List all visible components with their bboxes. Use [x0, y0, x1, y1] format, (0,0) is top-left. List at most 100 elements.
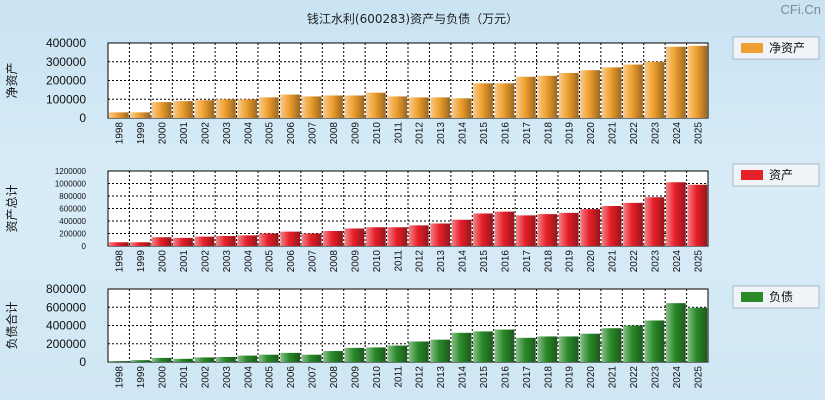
bar-total-assets-2020: [580, 209, 600, 246]
x-tick-label: 1999: [136, 122, 147, 145]
x-tick-label: 2021: [608, 250, 619, 273]
y-tick-label: 600000: [59, 204, 86, 213]
y-tick-label: 800000: [46, 282, 86, 296]
x-tick-label: 1998: [115, 366, 126, 389]
x-tick-label: 2004: [243, 250, 254, 273]
bar-total-liabilities-2022: [623, 325, 643, 362]
legend-swatch: [741, 170, 763, 180]
bar-net-assets-2022: [623, 64, 643, 118]
x-tick-label: 2000: [158, 366, 169, 389]
y-tick-label: 400000: [46, 319, 86, 333]
bar-total-assets-2019: [558, 212, 579, 246]
bar-net-assets-2000: [151, 102, 172, 118]
x-tick-label: 2020: [586, 366, 597, 389]
bar-total-assets-2017: [516, 215, 536, 246]
bar-net-assets-2012: [408, 97, 429, 118]
y-tick-label: 1000000: [55, 179, 87, 188]
bar-total-liabilities-2000: [151, 357, 172, 362]
bar-net-assets-2001: [173, 101, 193, 118]
bar-total-assets-2002: [194, 236, 215, 246]
x-tick-label: 2016: [500, 122, 511, 145]
legend-label: 负债: [769, 290, 793, 304]
x-tick-label: 2008: [329, 122, 340, 145]
bar-total-liabilities-2011: [387, 345, 408, 362]
x-tick-label: 2002: [200, 250, 211, 273]
y-tick-label: 300000: [46, 55, 86, 69]
bar-total-liabilities-2014: [451, 332, 472, 362]
bar-net-assets-2003: [216, 99, 236, 118]
x-tick-label: 2011: [393, 250, 404, 272]
bar-total-assets-2018: [537, 214, 558, 246]
x-tick-label: 2020: [586, 122, 597, 145]
legend-box: [732, 285, 820, 309]
x-tick-label: 2015: [479, 250, 490, 273]
bar-total-liabilities-2004: [237, 355, 258, 362]
x-tick-label: 2024: [672, 366, 683, 389]
x-tick-label: 2011: [393, 122, 404, 144]
bar-total-assets-2001: [173, 237, 193, 246]
x-tick-label: 2022: [629, 122, 640, 145]
bar-total-liabilities-2020: [580, 333, 600, 362]
x-tick-label: 2008: [329, 250, 340, 273]
bar-total-liabilities-2003: [216, 356, 236, 362]
bar-net-assets-2008: [323, 95, 343, 118]
legend-label: 净资产: [769, 41, 805, 55]
x-tick-label: 2005: [265, 122, 276, 145]
y-tick-label: 200000: [59, 229, 86, 238]
x-tick-label: 2009: [350, 122, 361, 145]
bar-total-liabilities-2019: [558, 336, 579, 362]
y-tick-label: 400000: [46, 36, 86, 50]
bar-net-assets-2025: [687, 45, 708, 118]
x-tick-label: 2014: [458, 122, 469, 145]
x-tick-label: 2010: [372, 122, 383, 145]
y-tick-label: 0: [79, 111, 86, 125]
x-tick-label: 2007: [308, 250, 319, 273]
bar-net-assets-2005: [258, 97, 279, 118]
bar-total-assets-2008: [323, 231, 343, 246]
bar-total-assets-2023: [644, 197, 665, 246]
y-axis-label: 负债合计: [4, 301, 19, 349]
chart-panel-total-liabilities: 0 200000 400000 600000 800000 1998 1999 2000 200…: [4, 282, 820, 389]
y-tick-label: 200000: [46, 74, 86, 88]
bar-net-assets-2017: [516, 76, 536, 118]
x-tick-label: 2001: [179, 250, 190, 273]
bar-total-assets-2000: [151, 237, 172, 246]
bar-total-liabilities-1999: [130, 360, 150, 362]
bar-total-assets-1999: [130, 242, 150, 246]
x-tick-label: 2004: [243, 122, 254, 145]
x-tick-label: 2018: [543, 122, 554, 145]
x-tick-label: 1999: [136, 366, 147, 389]
x-tick-label: 2022: [629, 250, 640, 273]
x-tick-label: 2006: [286, 250, 297, 273]
bar-total-assets-2011: [387, 227, 408, 246]
x-tick-label: 2012: [415, 250, 426, 273]
x-tick-label: 2023: [650, 366, 661, 389]
x-tick-label: 2007: [308, 122, 319, 145]
bar-net-assets-2006: [280, 94, 300, 118]
x-tick-label: 2010: [372, 250, 383, 273]
x-tick-label: 2013: [436, 366, 447, 389]
bar-net-assets-2009: [344, 95, 365, 118]
x-tick-label: 2024: [672, 122, 683, 145]
bar-net-assets-2021: [601, 67, 622, 118]
bar-total-assets-2015: [473, 213, 493, 246]
x-tick-label: 2003: [222, 122, 233, 145]
bar-total-liabilities-2025: [687, 307, 708, 362]
x-tick-label: 2024: [672, 250, 683, 273]
legend-total-assets: 资产: [732, 163, 820, 187]
x-tick-label: 2001: [179, 122, 190, 145]
bar-net-assets-2018: [537, 75, 558, 118]
x-tick-label: 2021: [608, 122, 619, 145]
bar-total-liabilities-2023: [644, 320, 665, 362]
bar-total-liabilities-2012: [408, 341, 429, 362]
bar-net-assets-1998: [108, 112, 129, 118]
bar-net-assets-2014: [451, 98, 472, 118]
bar-net-assets-2007: [301, 96, 322, 118]
y-axis-label: 资产总计: [5, 184, 19, 232]
bar-total-assets-1998: [108, 242, 129, 246]
x-tick-label: 2004: [243, 366, 254, 389]
bar-total-assets-2022: [623, 202, 643, 246]
x-tick-label: 2014: [458, 366, 469, 389]
x-tick-label: 2010: [372, 366, 383, 389]
